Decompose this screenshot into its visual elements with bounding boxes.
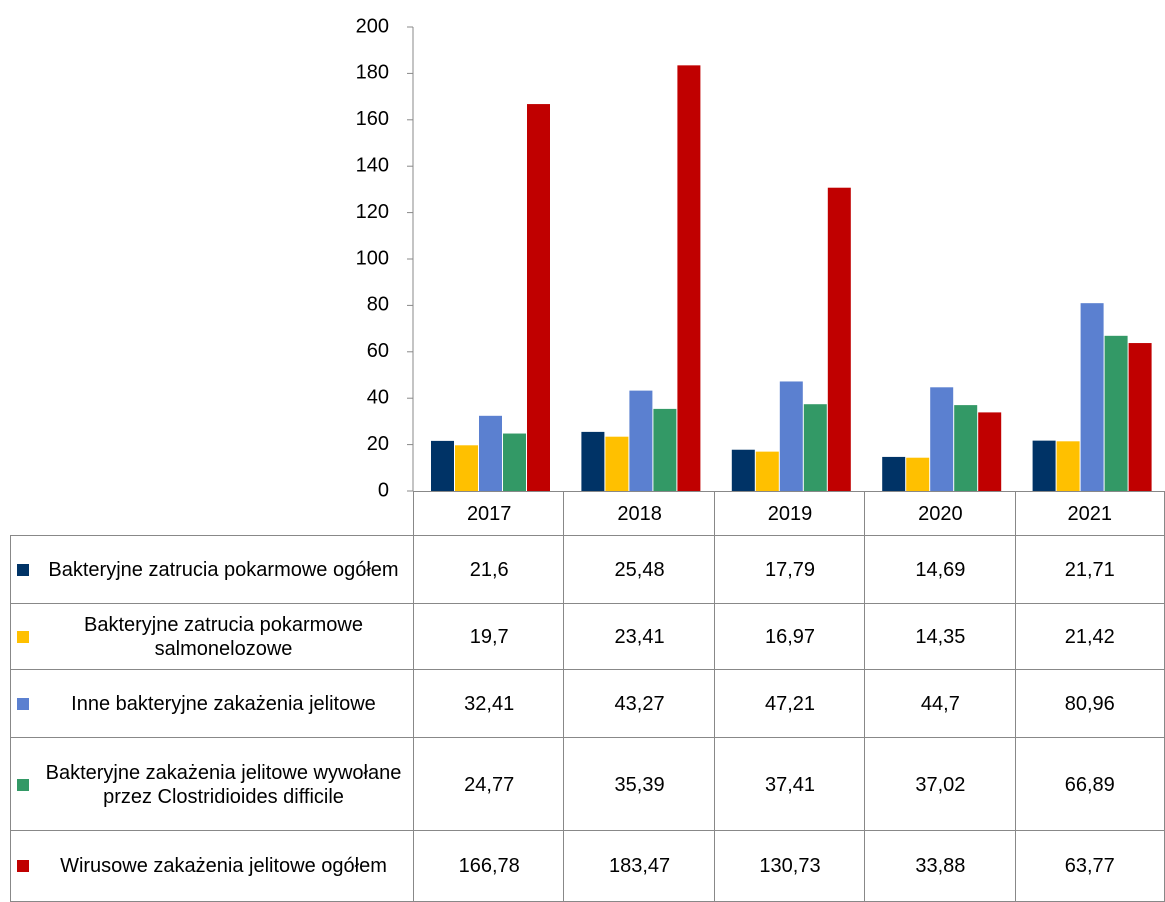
bar: [455, 445, 478, 491]
y-tick-label: 120: [356, 201, 389, 223]
legend-label: Bakteryjne zatrucia pokarmowe salmoneloz…: [83, 614, 363, 660]
bar: [978, 412, 1002, 491]
legend-swatch: [17, 631, 29, 643]
bar: [479, 415, 502, 491]
legend-swatch: [17, 698, 29, 710]
value-label: 21,6: [413, 535, 565, 604]
bar: [1128, 343, 1152, 491]
x-tick-label: 2021: [1014, 491, 1165, 535]
x-tick-label: 2020: [864, 491, 1016, 535]
value-label: 47,21: [713, 669, 866, 738]
y-tick-label: 60: [367, 340, 389, 362]
value-label: 43,27: [563, 669, 715, 738]
value-label: 166,78: [413, 830, 565, 902]
value-label: 80,96: [1014, 669, 1165, 738]
value-label: 37,02: [864, 737, 1016, 831]
value-label: 44,7: [864, 669, 1016, 738]
y-tick-label: 80: [367, 294, 389, 316]
bar: [827, 187, 851, 491]
legend-swatch: [17, 778, 29, 791]
y-tick-label: 200: [356, 15, 389, 37]
legend-cell: Inne bakteryjne zakażenia jelitowe: [10, 669, 414, 738]
value-label: 32,41: [413, 669, 565, 738]
x-tick-label: 2019: [713, 491, 866, 535]
x-tick-label: 2017: [413, 491, 565, 535]
value-label: 63,77: [1014, 830, 1165, 902]
x-tick-label: 2018: [563, 491, 715, 535]
legend-cell: Bakteryjne zatrucia pokarmowe salmoneloz…: [10, 603, 414, 670]
y-tick-label: 160: [356, 108, 389, 130]
bar: [677, 65, 701, 491]
y-tick-label: 100: [356, 247, 389, 269]
value-label: 33,88: [864, 830, 1016, 902]
value-label: 16,97: [713, 603, 866, 670]
value-label: 25,48: [563, 535, 715, 604]
legend-label: Bakteryjne zatrucia pokarmowe ogółem: [48, 559, 399, 581]
bar: [755, 451, 779, 491]
bar: [503, 433, 526, 491]
value-label: 66,89: [1014, 737, 1165, 831]
value-label: 37,41: [713, 737, 866, 831]
y-tick-label: 140: [356, 154, 389, 176]
value-label: 17,79: [713, 535, 866, 604]
legend-label: Inne bakteryjne zakażenia jelitowe: [71, 693, 376, 715]
legend-label: Bakteryjne zakażenia jelitowe wywołane p…: [45, 761, 402, 808]
bar: [1080, 303, 1104, 491]
bar: [803, 404, 827, 491]
bar: [779, 381, 803, 491]
bar: [581, 431, 605, 491]
bar: [629, 390, 653, 491]
y-tick-label: 20: [367, 433, 389, 455]
bar: [930, 387, 954, 491]
y-tick-label: 40: [367, 386, 389, 408]
legend-label: Wirusowe zakażenia jelitowe ogółem: [60, 855, 387, 877]
legend-swatch: [17, 564, 29, 576]
bar: [954, 405, 978, 491]
value-label: 21,42: [1014, 603, 1165, 670]
value-label: 23,41: [563, 603, 715, 670]
value-label: 183,47: [563, 830, 715, 902]
bar: [431, 440, 454, 491]
bar: [653, 408, 677, 491]
legend-swatch: [17, 860, 29, 872]
y-tick-label: 0: [378, 479, 389, 501]
bar: [882, 456, 906, 491]
value-label: 130,73: [713, 830, 866, 902]
value-label: 21,71: [1014, 535, 1165, 604]
bar: [1104, 335, 1128, 491]
value-label: 24,77: [413, 737, 565, 831]
bar: [1056, 441, 1080, 491]
bar: [731, 449, 755, 491]
legend-cell: Wirusowe zakażenia jelitowe ogółem: [10, 830, 414, 902]
value-label: 19,7: [413, 603, 565, 670]
value-label: 14,69: [864, 535, 1016, 604]
bar: [906, 457, 930, 491]
value-label: 14,35: [864, 603, 1016, 670]
bar: [605, 436, 629, 491]
bar: [1032, 440, 1056, 491]
value-label: 35,39: [563, 737, 715, 831]
y-tick-label: 180: [356, 62, 389, 84]
legend-cell: Bakteryjne zatrucia pokarmowe ogółem: [10, 535, 414, 604]
legend-cell: Bakteryjne zakażenia jelitowe wywołane p…: [10, 737, 414, 831]
bar: [527, 104, 550, 491]
